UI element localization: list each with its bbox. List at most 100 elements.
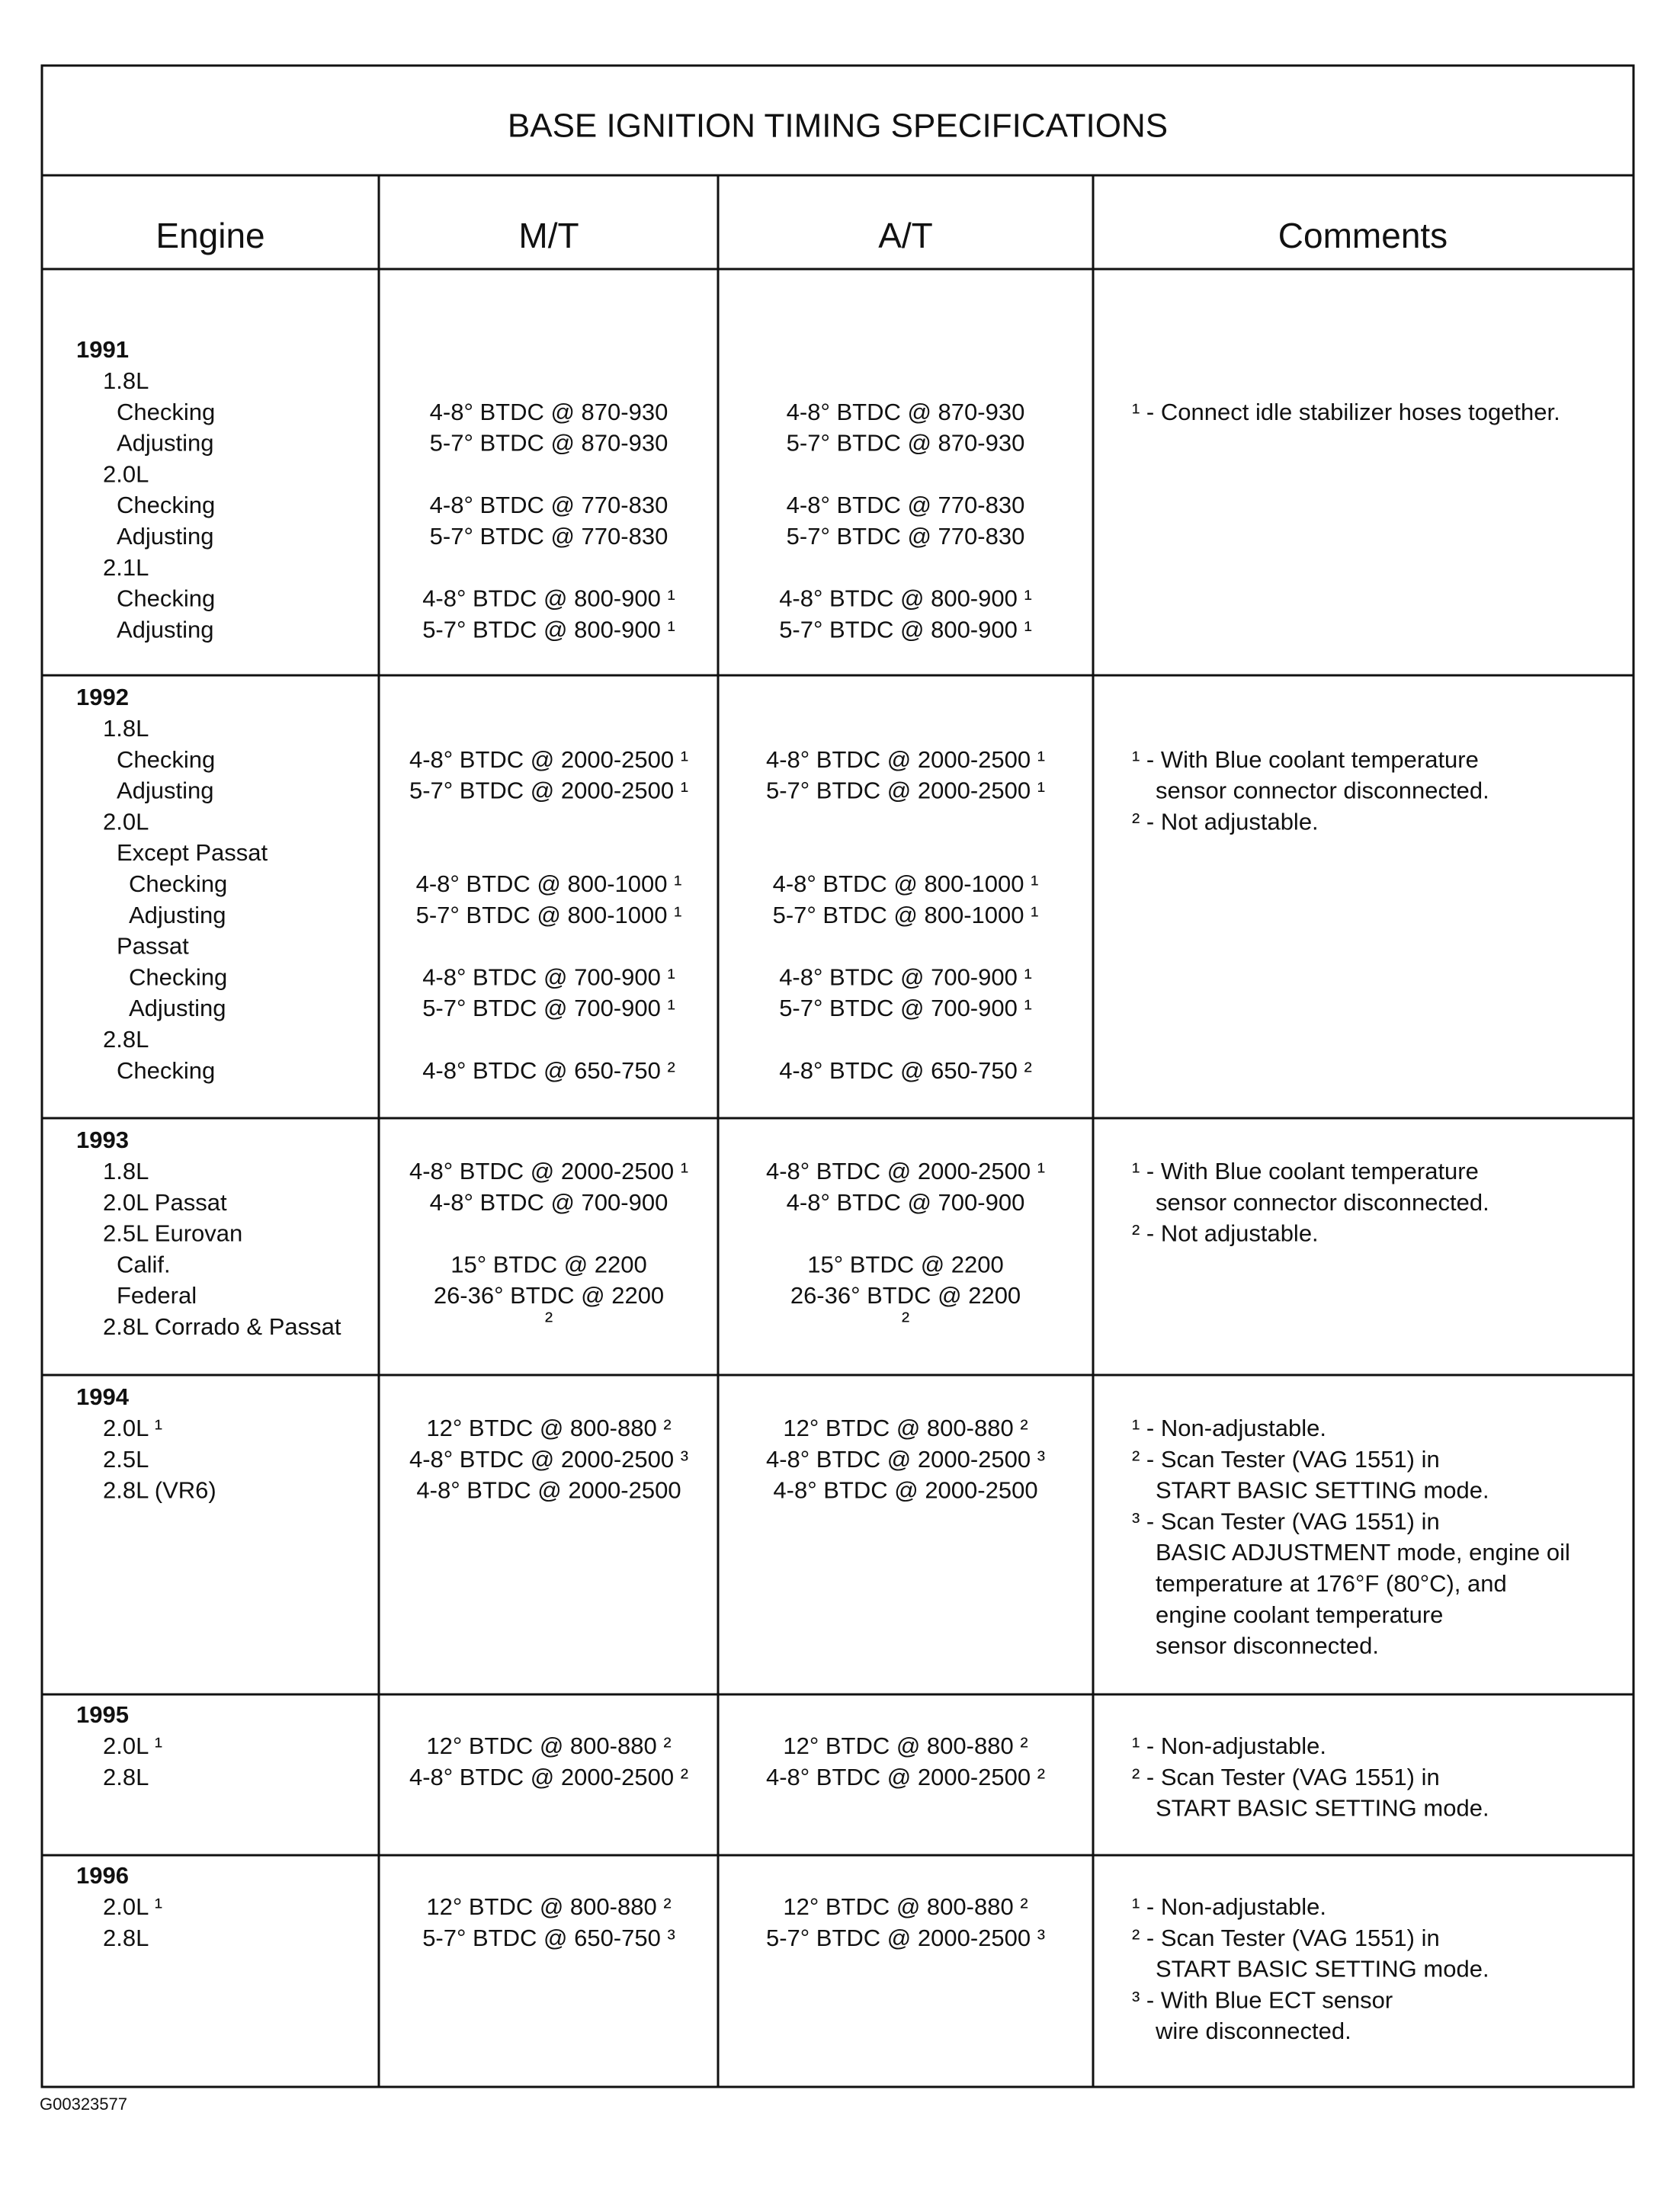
- comment: ¹ - Connect idle stabilizer hoses togeth…: [1132, 399, 1560, 425]
- engine: 2.5L: [103, 1446, 149, 1473]
- comment: sensor connector disconnected.: [1156, 777, 1489, 804]
- engine: Federal: [117, 1282, 197, 1309]
- mt-spec: 12° BTDC @ 800-880 ²: [426, 1415, 671, 1441]
- year: 1996: [76, 1862, 129, 1889]
- engine: 2.0L: [103, 460, 149, 487]
- mt-spec: 4-8° BTDC @ 700-900: [430, 1189, 668, 1216]
- engine: 2.8L (VR6): [103, 1477, 216, 1504]
- column-header: Comments: [1278, 216, 1448, 255]
- mt-spec: 5-7° BTDC @ 700-900 ¹: [422, 995, 675, 1021]
- mt-spec: 4-8° BTDC @ 2000-2500 ¹: [409, 746, 688, 773]
- engine: 1.8L: [103, 367, 149, 394]
- comment: ¹ - Non-adjustable.: [1132, 1415, 1326, 1441]
- mt-spec: 4-8° BTDC @ 870-930: [430, 399, 668, 425]
- at-spec: 4-8° BTDC @ 2000-2500: [773, 1477, 1037, 1504]
- comment: engine coolant temperature: [1156, 1601, 1443, 1628]
- mt-spec: 12° BTDC @ 800-880 ²: [426, 1732, 671, 1759]
- engine: 2.8L: [103, 1764, 149, 1790]
- engine: Checking: [129, 870, 227, 897]
- comment: ¹ - With Blue coolant temperature: [1132, 1158, 1479, 1184]
- engine: Checking: [117, 399, 215, 425]
- mt-spec: 26-36° BTDC @ 2200: [434, 1282, 664, 1309]
- engine: 2.5L Eurovan: [103, 1220, 242, 1247]
- comment: sensor connector disconnected.: [1156, 1189, 1489, 1216]
- at-spec: 12° BTDC @ 800-880 ²: [783, 1732, 1028, 1759]
- engine: 2.0L ¹: [103, 1732, 162, 1759]
- year: 1994: [76, 1383, 130, 1410]
- engine: Checking: [117, 492, 215, 518]
- at-spec: 4-8° BTDC @ 2000-2500 ²: [766, 1764, 1045, 1790]
- at-spec: ²: [902, 1307, 909, 1334]
- comment: ¹ - With Blue coolant temperature: [1132, 746, 1479, 773]
- figure-id: G00323577: [40, 2095, 127, 2114]
- at-spec: 4-8° BTDC @ 770-830: [787, 492, 1025, 518]
- at-spec: 5-7° BTDC @ 800-900 ¹: [779, 616, 1032, 643]
- comment: ¹ - Non-adjustable.: [1132, 1893, 1326, 1920]
- engine: Calif.: [117, 1251, 171, 1277]
- at-spec: 5-7° BTDC @ 2000-2500 ¹: [766, 777, 1045, 804]
- engine: Adjusting: [129, 995, 226, 1021]
- at-spec: 4-8° BTDC @ 2000-2500 ¹: [766, 746, 1045, 773]
- engine: 2.0L ¹: [103, 1893, 162, 1920]
- mt-spec: 5-7° BTDC @ 800-1000 ¹: [416, 902, 682, 928]
- title: BASE IGNITION TIMING SPECIFICATIONS: [508, 107, 1168, 145]
- year: 1991: [76, 336, 129, 363]
- engine: 2.0L ¹: [103, 1415, 162, 1441]
- mt-spec: 4-8° BTDC @ 650-750 ²: [422, 1057, 675, 1084]
- table-border: [40, 64, 1635, 2088]
- mt-spec: 4-8° BTDC @ 770-830: [430, 492, 668, 518]
- engine: 2.0L: [103, 808, 149, 835]
- mt-spec: 5-7° BTDC @ 2000-2500 ¹: [409, 777, 688, 804]
- engine: 2.1L: [103, 554, 149, 581]
- at-spec: 5-7° BTDC @ 870-930: [787, 430, 1025, 457]
- at-spec: 5-7° BTDC @ 770-830: [787, 523, 1025, 550]
- comment: wire disconnected.: [1155, 2018, 1351, 2044]
- engine: Adjusting: [129, 902, 226, 928]
- year: 1993: [76, 1127, 129, 1153]
- comment: START BASIC SETTING mode.: [1156, 1477, 1489, 1504]
- comment: BASIC ADJUSTMENT mode, engine oil: [1156, 1539, 1570, 1566]
- comment: sensor disconnected.: [1156, 1633, 1379, 1659]
- engine: 2.8L Corrado & Passat: [103, 1313, 341, 1340]
- column-header: Engine: [155, 216, 265, 255]
- mt-spec: 4-8° BTDC @ 2000-2500: [416, 1477, 681, 1504]
- mt-spec: 4-8° BTDC @ 2000-2500 ²: [409, 1764, 688, 1790]
- at-spec: 12° BTDC @ 800-880 ²: [783, 1893, 1028, 1920]
- comment: ³ - Scan Tester (VAG 1551) in: [1132, 1508, 1440, 1534]
- column-header: A/T: [878, 216, 933, 255]
- engine: Checking: [117, 585, 215, 612]
- engine: 1.8L: [103, 715, 149, 742]
- at-spec: 4-8° BTDC @ 2000-2500 ³: [766, 1446, 1045, 1473]
- comment: START BASIC SETTING mode.: [1156, 1795, 1489, 1822]
- at-spec: 4-8° BTDC @ 700-900 ¹: [779, 963, 1032, 990]
- column-header: M/T: [518, 216, 579, 255]
- engine: 1.8L: [103, 1158, 149, 1184]
- engine: Passat: [117, 933, 189, 960]
- mt-spec: 4-8° BTDC @ 2000-2500 ³: [409, 1446, 688, 1473]
- mt-spec: 12° BTDC @ 800-880 ²: [426, 1893, 671, 1920]
- at-spec: 5-7° BTDC @ 700-900 ¹: [779, 995, 1032, 1021]
- mt-spec: 4-8° BTDC @ 800-900 ¹: [422, 585, 675, 612]
- engine: Adjusting: [117, 523, 214, 550]
- mt-spec: 4-8° BTDC @ 800-1000 ¹: [416, 870, 682, 897]
- engine: Except Passat: [117, 839, 268, 866]
- engine: 2.0L Passat: [103, 1189, 227, 1216]
- comment: ² - Scan Tester (VAG 1551) in: [1132, 1764, 1440, 1790]
- engine: Adjusting: [117, 430, 214, 457]
- mt-spec: 4-8° BTDC @ 700-900 ¹: [422, 963, 675, 990]
- at-spec: 5-7° BTDC @ 2000-2500 ³: [766, 1925, 1045, 1951]
- mt-spec: 15° BTDC @ 2200: [450, 1251, 647, 1277]
- at-spec: 12° BTDC @ 800-880 ²: [783, 1415, 1028, 1441]
- at-spec: 15° BTDC @ 2200: [807, 1251, 1004, 1277]
- comment: ² - Not adjustable.: [1132, 808, 1319, 835]
- mt-spec: 5-7° BTDC @ 800-900 ¹: [422, 616, 675, 643]
- mt-spec: 4-8° BTDC @ 2000-2500 ¹: [409, 1158, 688, 1184]
- at-spec: 4-8° BTDC @ 870-930: [787, 399, 1025, 425]
- at-spec: 4-8° BTDC @ 700-900: [787, 1189, 1025, 1216]
- engine: Adjusting: [117, 777, 214, 804]
- mt-spec: ²: [545, 1307, 553, 1334]
- comment: ² - Scan Tester (VAG 1551) in: [1132, 1446, 1440, 1473]
- comment: ³ - With Blue ECT sensor: [1132, 1986, 1393, 2013]
- mt-spec: 5-7° BTDC @ 770-830: [430, 523, 668, 550]
